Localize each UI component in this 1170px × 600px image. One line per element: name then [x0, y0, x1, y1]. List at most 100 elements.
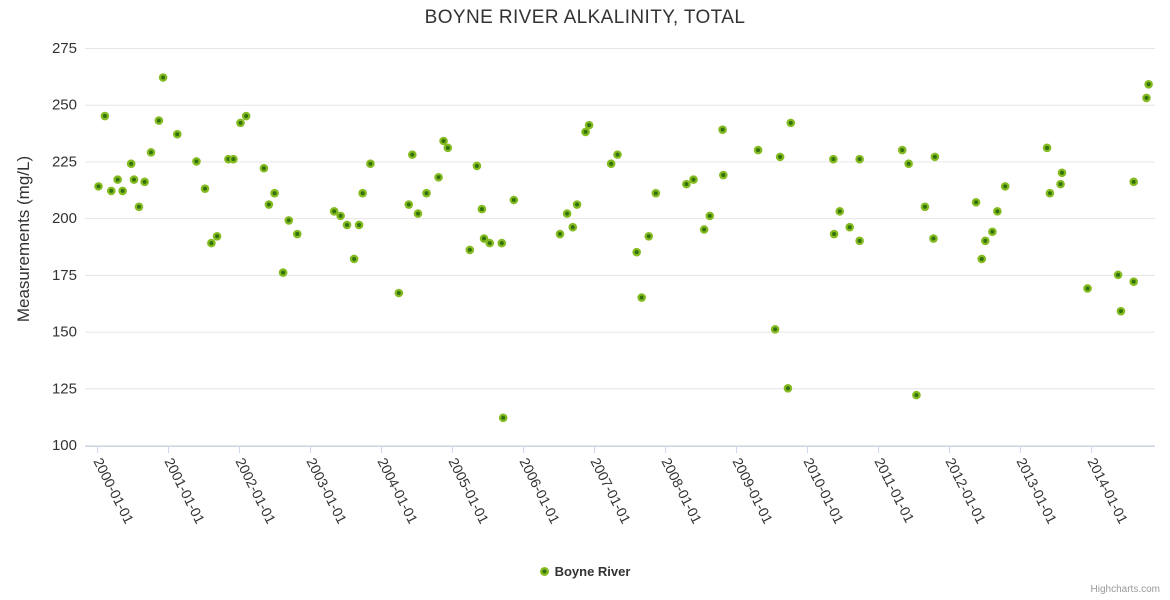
data-point[interactable]	[212, 231, 222, 241]
data-point[interactable]	[689, 175, 698, 184]
data-point[interactable]	[568, 222, 578, 232]
data-point[interactable]	[439, 136, 448, 146]
data-point[interactable]	[651, 188, 661, 198]
data-point[interactable]	[173, 129, 182, 139]
data-point[interactable]	[485, 238, 495, 248]
data-point[interactable]	[637, 293, 646, 302]
data-point[interactable]	[129, 175, 139, 184]
data-point[interactable]	[329, 207, 339, 216]
data-point[interactable]	[835, 207, 845, 216]
data-point[interactable]	[829, 229, 839, 239]
data-point[interactable]	[988, 227, 997, 237]
data-point[interactable]	[1083, 284, 1092, 293]
data-point[interactable]	[140, 177, 149, 187]
data-point[interactable]	[229, 154, 238, 164]
data-point[interactable]	[632, 247, 641, 257]
data-point[interactable]	[336, 211, 345, 221]
data-point[interactable]	[358, 188, 367, 198]
data-point[interactable]	[912, 390, 921, 400]
data-point[interactable]	[644, 231, 654, 241]
data-point[interactable]	[1116, 306, 1126, 316]
data-point[interactable]	[113, 175, 122, 184]
data-point[interactable]	[920, 202, 930, 212]
data-point[interactable]	[1000, 182, 1010, 191]
data-point[interactable]	[94, 182, 103, 191]
data-point[interactable]	[786, 118, 796, 128]
data-point[interactable]	[719, 170, 728, 180]
data-point[interactable]	[134, 202, 144, 212]
data-point[interactable]	[394, 288, 404, 298]
data-point[interactable]	[555, 229, 565, 239]
data-point[interactable]	[100, 111, 110, 121]
data-point[interactable]	[1045, 188, 1055, 198]
data-point[interactable]	[192, 157, 201, 166]
data-point[interactable]	[366, 159, 375, 168]
data-point[interactable]	[408, 150, 417, 159]
data-point[interactable]	[404, 200, 414, 209]
data-point[interactable]	[897, 145, 907, 155]
data-point[interactable]	[1144, 79, 1153, 89]
data-point[interactable]	[606, 159, 616, 168]
data-point[interactable]	[146, 148, 156, 157]
data-point[interactable]	[1113, 270, 1123, 280]
data-point[interactable]	[278, 268, 288, 277]
data-point[interactable]	[422, 188, 431, 198]
data-point[interactable]	[829, 154, 838, 164]
data-point[interactable]	[845, 222, 854, 232]
data-point[interactable]	[497, 238, 507, 248]
data-point[interactable]	[855, 236, 864, 246]
data-point[interactable]	[284, 216, 294, 225]
data-point[interactable]	[434, 173, 443, 182]
data-point[interactable]	[158, 73, 168, 82]
data-point[interactable]	[413, 209, 423, 218]
data-point[interactable]	[1056, 179, 1065, 189]
data-point[interactable]	[465, 245, 475, 255]
data-point[interactable]	[236, 118, 245, 128]
data-point[interactable]	[443, 143, 453, 153]
data-point[interactable]	[904, 159, 913, 168]
data-point[interactable]	[971, 197, 981, 207]
data-point[interactable]	[981, 236, 990, 246]
data-point[interactable]	[977, 254, 987, 264]
data-point[interactable]	[855, 154, 864, 164]
data-point[interactable]	[682, 179, 691, 189]
data-point[interactable]	[753, 145, 763, 155]
data-point[interactable]	[477, 204, 487, 214]
data-point[interactable]	[562, 209, 572, 218]
data-point[interactable]	[207, 238, 216, 248]
data-point[interactable]	[993, 207, 1002, 216]
data-point[interactable]	[154, 116, 164, 125]
data-point[interactable]	[705, 211, 715, 221]
data-point[interactable]	[241, 111, 251, 121]
data-point[interactable]	[106, 186, 116, 196]
data-point[interactable]	[930, 152, 940, 162]
data-point[interactable]	[1142, 93, 1151, 103]
data-point[interactable]	[354, 220, 364, 230]
data-point[interactable]	[1042, 143, 1052, 153]
legend-item-boyne-river[interactable]: Boyne River	[539, 564, 630, 579]
data-point[interactable]	[718, 125, 727, 134]
data-point[interactable]	[1057, 168, 1067, 178]
data-point[interactable]	[929, 234, 938, 243]
data-point[interactable]	[472, 161, 482, 171]
data-point[interactable]	[509, 195, 519, 205]
data-point[interactable]	[1129, 177, 1138, 187]
data-point[interactable]	[572, 200, 582, 209]
data-point[interactable]	[270, 188, 279, 198]
data-point[interactable]	[200, 184, 210, 193]
data-point[interactable]	[264, 200, 274, 209]
data-point[interactable]	[699, 225, 709, 234]
data-point[interactable]	[1129, 277, 1138, 286]
data-point[interactable]	[342, 220, 352, 230]
data-point[interactable]	[770, 325, 780, 334]
data-point[interactable]	[613, 150, 622, 159]
data-point[interactable]	[292, 229, 302, 239]
data-point[interactable]	[118, 186, 127, 196]
credits-link[interactable]: Highcharts.com	[1090, 584, 1160, 595]
data-point[interactable]	[783, 383, 793, 393]
data-point[interactable]	[581, 127, 590, 137]
data-point[interactable]	[126, 159, 136, 168]
data-point[interactable]	[349, 254, 359, 264]
data-point[interactable]	[259, 163, 269, 173]
data-point[interactable]	[775, 152, 785, 162]
